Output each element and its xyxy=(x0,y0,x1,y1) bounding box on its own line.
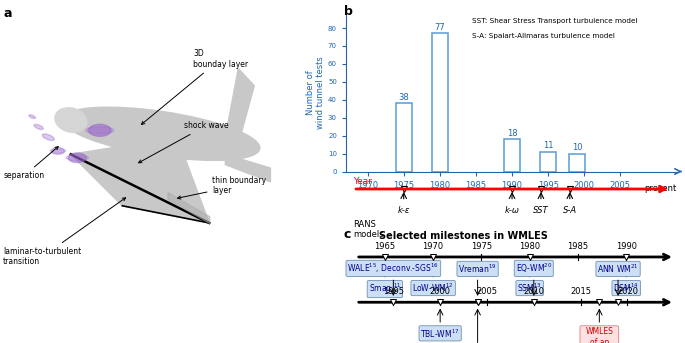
Text: k-ε: k-ε xyxy=(397,205,410,214)
Text: 1965: 1965 xyxy=(374,242,395,251)
Text: 1985: 1985 xyxy=(567,242,588,251)
Ellipse shape xyxy=(62,107,260,160)
Text: 38: 38 xyxy=(399,93,409,102)
Text: laminar-to-turbulent
transition: laminar-to-turbulent transition xyxy=(3,198,125,267)
Text: Smag.$^{11}$: Smag.$^{11}$ xyxy=(369,282,401,296)
Text: SSM$^{13}$: SSM$^{13}$ xyxy=(517,282,542,294)
Ellipse shape xyxy=(50,149,66,153)
Bar xyxy=(432,34,448,172)
Text: 2015: 2015 xyxy=(570,287,591,296)
Text: present: present xyxy=(644,184,676,193)
Text: WMLES
of an
aircraft$^{22}$: WMLES of an aircraft$^{22}$ xyxy=(582,327,617,343)
Bar xyxy=(504,139,520,172)
Ellipse shape xyxy=(42,134,54,141)
Text: EQ-WM$^{20}$: EQ-WM$^{20}$ xyxy=(516,262,552,275)
Text: WALE$^{15}$, Deconv.-SGS$^{16}$: WALE$^{15}$, Deconv.-SGS$^{16}$ xyxy=(347,262,439,275)
Bar xyxy=(396,103,412,172)
Text: a: a xyxy=(3,7,12,20)
Text: ANN WM$^{21}$: ANN WM$^{21}$ xyxy=(597,263,639,275)
Text: 2010: 2010 xyxy=(523,287,545,296)
Polygon shape xyxy=(71,137,210,223)
Text: Selected milestones in WMLES: Selected milestones in WMLES xyxy=(379,231,548,241)
Text: k-ω: k-ω xyxy=(505,205,519,214)
Ellipse shape xyxy=(66,155,88,161)
Text: 3D
bounday layer: 3D bounday layer xyxy=(141,49,248,125)
Text: Vreman$^{19}$: Vreman$^{19}$ xyxy=(458,263,497,275)
Bar xyxy=(569,154,585,172)
Text: separation: separation xyxy=(3,146,58,180)
Y-axis label: Number of
wind tunnel tests: Number of wind tunnel tests xyxy=(306,56,325,129)
Ellipse shape xyxy=(55,108,87,132)
Text: 18: 18 xyxy=(507,129,517,138)
Text: SST: Shear Stress Transport turbulence model: SST: Shear Stress Transport turbulence m… xyxy=(472,19,638,24)
Text: 1990: 1990 xyxy=(616,242,637,251)
Text: Year: Year xyxy=(353,177,372,186)
Ellipse shape xyxy=(68,153,86,163)
Text: 2005: 2005 xyxy=(477,287,497,296)
Text: S-A: S-A xyxy=(563,205,577,214)
Ellipse shape xyxy=(88,124,111,136)
Text: S-A: Spalart-Allmaras turbulence model: S-A: Spalart-Allmaras turbulence model xyxy=(472,33,615,39)
Text: TBL-WM$^{17}$: TBL-WM$^{17}$ xyxy=(421,327,460,340)
Text: SST: SST xyxy=(533,205,549,214)
Text: 2020: 2020 xyxy=(617,287,638,296)
Text: thin boundary
layer: thin boundary layer xyxy=(177,176,266,199)
Ellipse shape xyxy=(86,127,114,134)
Text: 11: 11 xyxy=(543,141,553,150)
Ellipse shape xyxy=(29,115,36,118)
Text: shock wave: shock wave xyxy=(138,121,228,163)
Polygon shape xyxy=(225,154,271,182)
Text: c: c xyxy=(344,228,351,241)
Text: 1970: 1970 xyxy=(423,242,444,251)
Ellipse shape xyxy=(51,147,64,154)
Text: b: b xyxy=(344,5,353,18)
Ellipse shape xyxy=(34,125,43,129)
Polygon shape xyxy=(225,69,254,144)
Text: 1980: 1980 xyxy=(519,242,540,251)
Text: 1995: 1995 xyxy=(383,287,404,296)
Text: 77: 77 xyxy=(434,23,445,32)
Text: LoW-WM$^{12}$: LoW-WM$^{12}$ xyxy=(412,282,454,294)
Text: DSM$^{14}$: DSM$^{14}$ xyxy=(613,282,639,294)
Text: 1975: 1975 xyxy=(471,242,492,251)
Text: RANS
models: RANS models xyxy=(353,220,384,239)
Bar xyxy=(540,152,556,172)
Text: 10: 10 xyxy=(572,143,582,152)
Text: 2000: 2000 xyxy=(429,287,451,296)
